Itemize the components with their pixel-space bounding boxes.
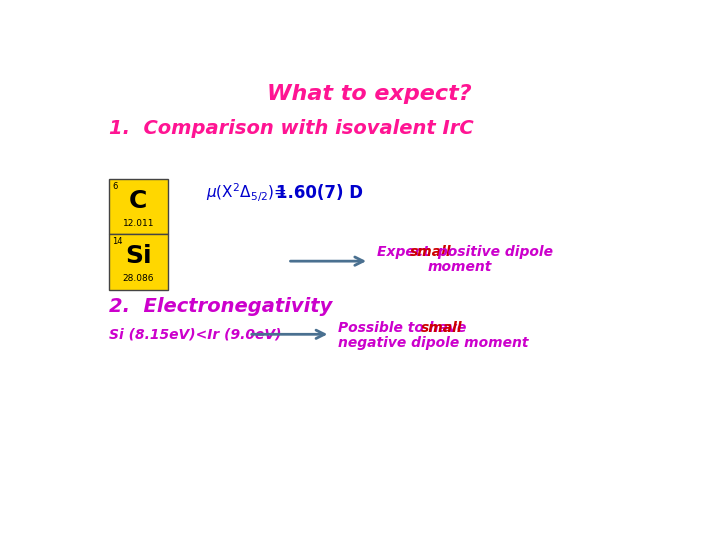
Text: 2.  Electronegativity: 2. Electronegativity xyxy=(109,298,333,316)
Text: Si (8.15eV)<Ir (9.0eV): Si (8.15eV)<Ir (9.0eV) xyxy=(109,327,282,341)
FancyBboxPatch shape xyxy=(109,234,168,289)
Text: Si: Si xyxy=(125,245,152,268)
Text: negative dipole moment: negative dipole moment xyxy=(338,336,528,350)
Text: Possible to have: Possible to have xyxy=(338,321,472,335)
Text: small: small xyxy=(410,245,451,259)
Text: 1.  Comparison with isovalent IrC: 1. Comparison with isovalent IrC xyxy=(109,119,474,138)
Text: $\mu$(X$^2\Delta_{5/2}$)=: $\mu$(X$^2\Delta_{5/2}$)= xyxy=(206,181,287,204)
Text: small: small xyxy=(421,321,462,335)
Text: 1.60(7) D: 1.60(7) D xyxy=(276,184,363,201)
Text: moment: moment xyxy=(427,260,492,274)
Text: 14: 14 xyxy=(112,237,123,246)
Text: 12.011: 12.011 xyxy=(122,219,154,228)
Text: 28.086: 28.086 xyxy=(122,274,154,284)
Text: Expect: Expect xyxy=(377,245,434,259)
Text: C: C xyxy=(130,189,148,213)
Text: What to expect?: What to expect? xyxy=(266,84,472,104)
Text: positive dipole: positive dipole xyxy=(433,245,554,259)
Text: 6: 6 xyxy=(112,182,118,191)
FancyBboxPatch shape xyxy=(109,179,168,234)
